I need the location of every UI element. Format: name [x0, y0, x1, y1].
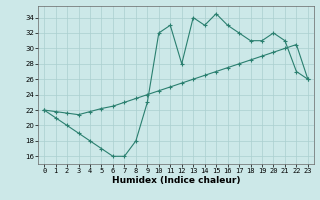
X-axis label: Humidex (Indice chaleur): Humidex (Indice chaleur)	[112, 176, 240, 185]
